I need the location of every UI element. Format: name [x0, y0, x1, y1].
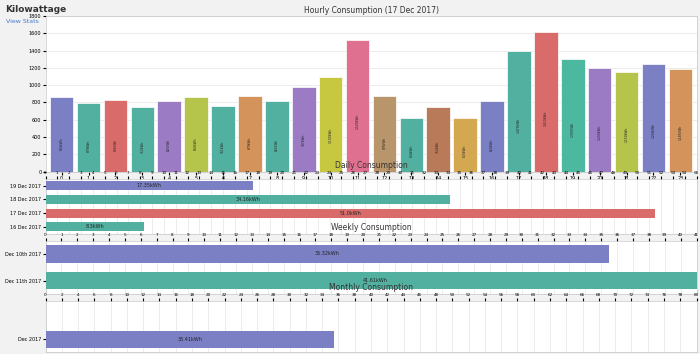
Text: 35.32kWh: 35.32kWh: [315, 251, 340, 257]
Bar: [46, 195, 450, 204]
Text: View Details: View Details: [46, 190, 76, 195]
Text: 1.243kWh: 1.243kWh: [652, 123, 655, 138]
Text: 987kWh: 987kWh: [302, 133, 306, 145]
Text: 41.61kWh: 41.61kWh: [363, 278, 387, 283]
Bar: [480, 101, 504, 172]
Text: 1.150kWh: 1.150kWh: [624, 126, 629, 142]
Bar: [668, 69, 692, 172]
Text: 860kWh: 860kWh: [194, 137, 198, 150]
Text: 834kWh: 834kWh: [113, 138, 118, 150]
Text: 35.41kWh: 35.41kWh: [178, 337, 202, 342]
Bar: [534, 32, 558, 172]
Text: Kilowattage: Kilowattage: [6, 5, 66, 14]
Title: Monthly Consumption: Monthly Consumption: [329, 283, 413, 292]
Bar: [615, 72, 638, 172]
Text: 1.200kWh: 1.200kWh: [598, 125, 602, 140]
Bar: [400, 118, 424, 172]
Title: Weekly Consumption: Weekly Consumption: [330, 223, 412, 232]
Text: 623kWh: 623kWh: [463, 145, 467, 158]
Bar: [46, 222, 144, 231]
Text: 878kWh: 878kWh: [382, 137, 386, 149]
Bar: [50, 97, 74, 172]
Text: 624kWh: 624kWh: [410, 145, 414, 158]
Text: View Stats: View Stats: [6, 19, 38, 24]
Text: 51.0kWh: 51.0kWh: [340, 211, 361, 216]
Bar: [318, 76, 342, 172]
Bar: [292, 87, 316, 172]
Text: 752kWh: 752kWh: [140, 141, 144, 153]
Bar: [184, 97, 208, 172]
Bar: [211, 106, 235, 172]
Text: 860kWh: 860kWh: [60, 137, 64, 150]
Bar: [130, 107, 154, 172]
Bar: [426, 107, 450, 172]
Bar: [265, 101, 288, 172]
Text: 17.35kWh: 17.35kWh: [136, 183, 162, 188]
Bar: [46, 245, 609, 263]
Bar: [46, 272, 700, 289]
Bar: [46, 331, 335, 348]
Bar: [46, 181, 253, 190]
Bar: [158, 101, 181, 172]
Title: Hourly Consumption (17 Dec 2017): Hourly Consumption (17 Dec 2017): [304, 6, 438, 15]
Text: 823kWh: 823kWh: [275, 139, 279, 151]
Text: 752kWh: 752kWh: [436, 141, 440, 153]
Bar: [372, 96, 396, 172]
Text: 820kWh: 820kWh: [490, 138, 494, 151]
Text: View Details: View Details: [46, 242, 76, 247]
Bar: [507, 51, 531, 172]
Text: 34.16kWh: 34.16kWh: [235, 197, 260, 202]
Text: 8.3kWh: 8.3kWh: [85, 224, 104, 229]
Bar: [642, 64, 665, 172]
Bar: [77, 103, 100, 172]
Bar: [346, 40, 370, 172]
Text: 761kWh: 761kWh: [221, 141, 225, 153]
Text: 879kWh: 879kWh: [248, 137, 252, 149]
Bar: [46, 209, 655, 217]
Bar: [561, 59, 584, 172]
Text: 1.520kWh: 1.520kWh: [356, 114, 360, 130]
Text: View Details: View Details: [46, 302, 76, 307]
Bar: [454, 118, 477, 172]
Text: 1.307kWh: 1.307kWh: [570, 121, 575, 137]
Bar: [104, 100, 127, 172]
Text: 879kWh: 879kWh: [87, 139, 90, 152]
Text: 823kWh: 823kWh: [167, 139, 172, 151]
Text: 1.185kWh: 1.185kWh: [678, 125, 682, 140]
Text: 1.479kWh: 1.479kWh: [517, 118, 521, 133]
Text: 1.100kWh: 1.100kWh: [328, 128, 332, 143]
Bar: [588, 68, 612, 172]
Bar: [238, 96, 262, 172]
Text: 1.610kWh: 1.610kWh: [544, 111, 548, 126]
Title: Daily Consumption: Daily Consumption: [335, 161, 407, 170]
